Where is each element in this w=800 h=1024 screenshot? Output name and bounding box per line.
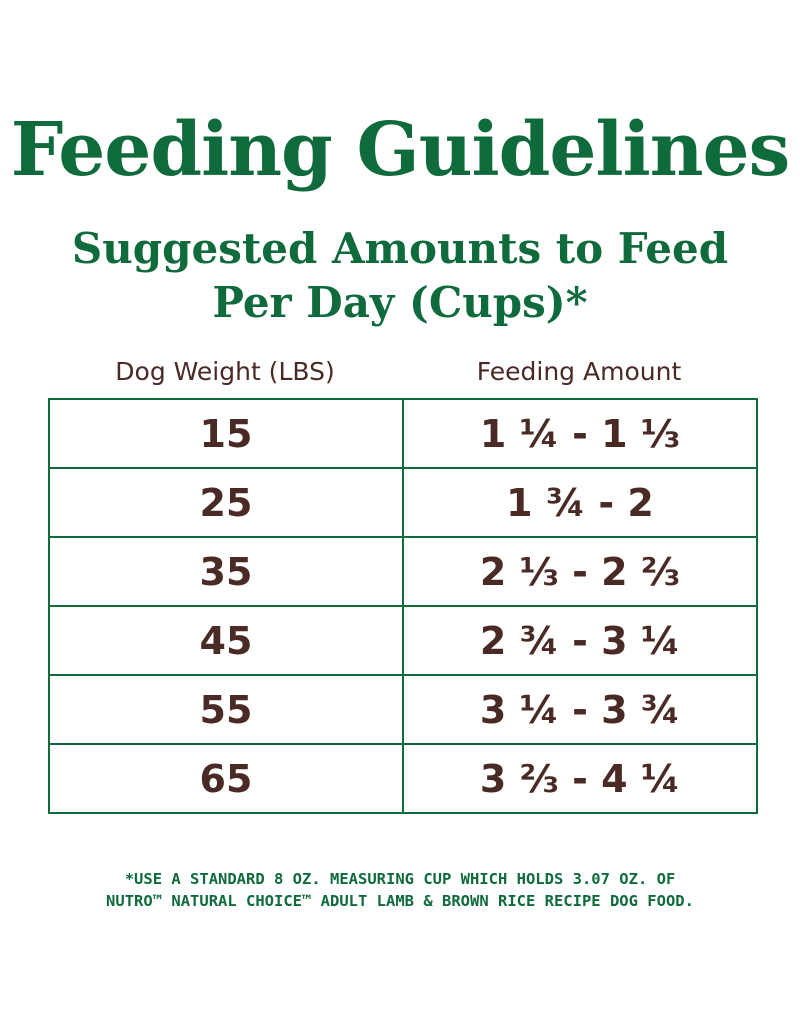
table-row: 25 1 ¾ - 2 (48, 467, 758, 538)
weight-cell: 35 (48, 536, 404, 607)
amount-cell: 1 ¾ - 2 (402, 467, 758, 538)
amount-cell: 3 ⅔ - 4 ¼ (402, 743, 758, 814)
feeding-table: 15 1 ¼ - 1 ⅓ 25 1 ¾ - 2 35 2 ⅓ - 2 ⅔ 45 … (48, 398, 758, 814)
page-title: Feeding Guidelines (10, 107, 791, 193)
table-row: 15 1 ¼ - 1 ⅓ (48, 398, 758, 469)
table-row: 55 3 ¼ - 3 ¾ (48, 674, 758, 745)
amount-cell: 2 ⅓ - 2 ⅔ (402, 536, 758, 607)
footnote-line-1: *USE A STANDARD 8 OZ. MEASURING CUP WHIC… (124, 870, 676, 888)
weight-cell: 15 (48, 398, 404, 469)
page-subtitle: Suggested Amounts to Feed Per Day (Cups)… (0, 222, 800, 330)
amount-cell: 1 ¼ - 1 ⅓ (402, 398, 758, 469)
amount-cell: 2 ¾ - 3 ¼ (402, 605, 758, 676)
footnote: *USE A STANDARD 8 OZ. MEASURING CUP WHIC… (0, 868, 800, 912)
weight-cell: 25 (48, 467, 404, 538)
column-header-dog-weight: Dog Weight (LBS) (115, 357, 335, 386)
table-row: 65 3 ⅔ - 4 ¼ (48, 743, 758, 814)
table-row: 45 2 ¾ - 3 ¼ (48, 605, 758, 676)
subtitle-line-1: Suggested Amounts to Feed (71, 224, 729, 273)
weight-cell: 45 (48, 605, 404, 676)
weight-cell: 55 (48, 674, 404, 745)
column-header-feeding-amount: Feeding Amount (476, 357, 682, 386)
table-header: Dog Weight (LBS) Feeding Amount (48, 352, 756, 392)
footnote-line-2: NUTRO™ NATURAL CHOICE™ ADULT LAMB & BROW… (106, 892, 694, 910)
subtitle-line-2: Per Day (Cups)* (212, 278, 588, 327)
table-row: 35 2 ⅓ - 2 ⅔ (48, 536, 758, 607)
weight-cell: 65 (48, 743, 404, 814)
amount-cell: 3 ¼ - 3 ¾ (402, 674, 758, 745)
